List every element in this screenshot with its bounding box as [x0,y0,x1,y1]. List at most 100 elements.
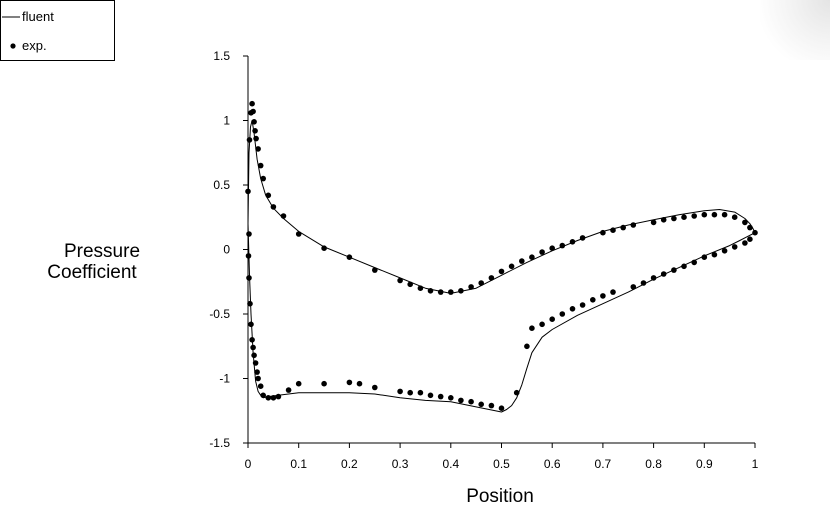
data-point [752,229,758,236]
legend-box [0,0,115,61]
data-point [254,369,260,375]
legend: fluent exp. [0,0,115,61]
y-tick-label: -0.5 [209,307,230,321]
series-line-fluent [247,120,756,413]
data-point [681,214,687,220]
data-point [251,352,257,359]
data-point [249,337,255,343]
x-tick-label: 0 [245,457,252,471]
data-point [681,263,687,270]
x-axis-title: Position [466,486,534,507]
data-point [255,375,261,382]
x-axis-ticks: 0 0.1 0.2 0.3 0.4 0.5 0.6 0.7 0.8 0.9 1 [245,443,759,471]
data-point [458,288,464,294]
data-point [519,258,525,264]
x-tick-label: 0.1 [290,457,307,471]
data-point [524,343,530,350]
data-point [321,380,327,387]
data-point [630,284,637,290]
data-point [579,235,586,241]
data-point [458,397,464,404]
data-point [559,242,566,249]
data-point [245,188,251,195]
data-point [488,402,495,409]
data-point [488,275,495,281]
data-point [248,321,254,328]
data-point [711,211,718,218]
data-point [610,289,616,295]
x-tick-label: 0.4 [442,457,459,471]
data-point [468,398,474,405]
data-point [747,236,753,242]
data-point [529,254,535,260]
data-point [660,217,667,223]
data-point [721,211,728,218]
data-point [397,388,403,395]
data-point [252,128,258,134]
data-point [437,289,444,295]
y-tick-label: 1 [223,114,230,128]
data-point [590,297,596,303]
data-point [711,251,718,258]
data-point [742,219,748,226]
data-point [747,224,753,231]
y-tick-label: 0 [223,243,230,257]
data-point [285,387,292,393]
data-point [260,392,267,399]
data-point [569,306,576,312]
data-point [247,300,253,307]
series-exp [245,100,758,412]
data-point [437,393,444,400]
data-point [295,380,302,387]
data-point [270,204,277,210]
data-point [372,267,378,273]
y-tick-label: -1 [219,372,230,386]
data-point [691,259,697,266]
x-tick-label: 0.3 [392,457,409,471]
legend-fluent-label: fluent [22,9,54,24]
data-point [448,395,454,401]
data-point [321,245,327,251]
data-point [246,231,252,237]
data-point [701,254,708,260]
data-point [417,285,424,292]
data-point [265,395,272,401]
data-point [346,379,353,386]
data-point [245,253,252,259]
data-point [549,316,555,323]
data-point [250,344,256,351]
y-axis-ticks: 1.5 1 0.5 0 -0.5 -1 -1.5 [209,49,248,450]
legend-exp-symbol [10,43,16,49]
series-fluent [247,120,756,413]
data-point [539,249,545,255]
x-tick-label: 0.9 [696,457,713,471]
data-point [498,268,505,275]
data-point [650,219,657,226]
data-point [731,244,738,250]
data-point [265,192,272,199]
data-point [539,321,545,328]
data-point [691,213,697,219]
data-point [620,224,626,231]
x-tick-label: 0.5 [493,457,510,471]
y-axis-title-line1: Pressure [64,241,140,262]
data-point [346,254,353,260]
data-point [742,240,748,246]
data-point [508,263,515,270]
data-point [559,311,566,317]
data-point [569,239,576,245]
data-point [721,248,728,254]
data-point [660,271,667,277]
data-point [356,380,363,387]
data-point [255,146,261,152]
data-point [372,384,378,391]
data-point [610,227,616,233]
data-point [549,245,555,251]
data-point [250,108,256,115]
data-point [529,325,535,332]
data-point [600,229,606,236]
data-point [407,389,414,396]
data-point [671,267,677,273]
data-point [478,280,485,286]
